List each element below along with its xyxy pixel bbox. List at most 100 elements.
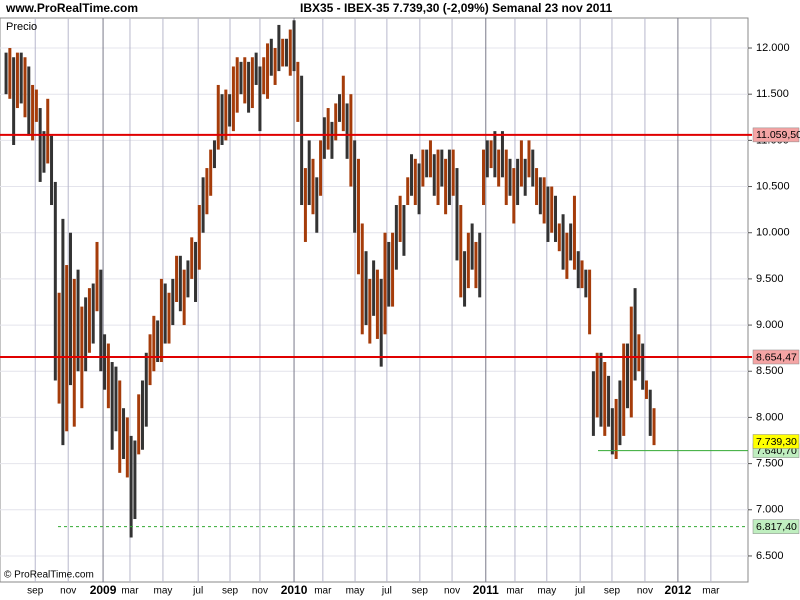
price-bar — [580, 260, 584, 289]
price-bar — [527, 140, 531, 178]
price-bar — [360, 223, 364, 335]
price-bar — [482, 149, 486, 206]
price-bar — [500, 131, 504, 178]
price-bar — [61, 218, 65, 446]
price-bar — [212, 140, 216, 169]
price-bar — [387, 241, 391, 307]
x-tick-label: may — [537, 586, 556, 597]
price-bar — [99, 269, 103, 372]
price-bar — [296, 61, 300, 122]
price-bar — [406, 177, 410, 206]
price-bar — [38, 108, 42, 182]
price-bar — [319, 140, 323, 196]
x-tick-label: jul — [381, 586, 392, 597]
price-bar — [27, 66, 31, 136]
price-bar — [470, 223, 474, 270]
price-bar — [281, 38, 285, 67]
x-tick-label: sep — [27, 586, 44, 597]
price-bar — [341, 75, 345, 132]
price-bar — [220, 94, 224, 145]
price-bar — [186, 260, 190, 298]
price-bar — [42, 131, 46, 173]
price-bar — [618, 380, 622, 446]
price-bar — [91, 283, 95, 344]
price-bar — [72, 278, 76, 427]
price-bar — [250, 57, 254, 109]
price-bar — [247, 61, 251, 113]
price-bar — [595, 352, 599, 418]
price-bar — [68, 232, 72, 386]
price-bar — [459, 205, 463, 298]
price-bar — [440, 149, 444, 187]
price-bar — [125, 417, 129, 478]
price-bar — [76, 269, 80, 372]
price-bar — [603, 362, 607, 436]
price-bar — [447, 149, 451, 206]
price-bar — [550, 186, 554, 233]
price-bar — [356, 158, 360, 275]
y-tick-label: 9.500 — [756, 273, 784, 285]
price-bar — [167, 292, 171, 344]
price-bar — [565, 232, 569, 279]
price-bar — [4, 52, 8, 95]
price-bar — [254, 52, 258, 85]
price-bar — [137, 394, 141, 455]
price-bar — [512, 168, 516, 224]
price-bar — [425, 149, 429, 178]
price-bar — [599, 352, 603, 427]
price-bar — [178, 255, 182, 312]
price-bar — [148, 334, 152, 386]
price-bar — [535, 168, 539, 206]
price-badge-label: 8.654,47 — [756, 351, 797, 363]
y-label: Precio — [6, 21, 37, 33]
price-bar — [391, 232, 395, 307]
price-bar — [201, 177, 205, 233]
price-bar — [368, 278, 372, 344]
price-badge — [752, 519, 800, 534]
price-bar — [84, 297, 88, 372]
price-bar — [410, 154, 414, 196]
price-bar — [572, 195, 576, 270]
x-tick-label: 2012 — [665, 583, 692, 597]
price-bar — [224, 89, 228, 141]
price-bar — [648, 389, 652, 436]
price-bar — [31, 84, 35, 141]
y-tick-label: 10.000 — [756, 227, 790, 239]
price-bar — [239, 61, 243, 95]
price-bar — [652, 408, 656, 446]
price-bar — [557, 223, 561, 252]
price-bar — [497, 149, 501, 187]
price-bar — [353, 140, 357, 233]
price-bar — [444, 158, 448, 215]
price-bar — [209, 149, 213, 196]
x-tick-label: nov — [637, 586, 653, 597]
y-tick-label: 9.000 — [756, 319, 784, 331]
price-badge-label: 6.817,40 — [756, 521, 797, 533]
y-tick-label: 10.500 — [756, 180, 790, 192]
price-bar — [216, 84, 220, 150]
price-bar — [87, 288, 91, 353]
x-tick-label: nov — [252, 586, 268, 597]
price-bar — [262, 57, 266, 95]
x-tick-label: nov — [444, 586, 460, 597]
price-bar — [641, 343, 645, 390]
price-bar — [417, 163, 421, 215]
price-bar — [413, 158, 417, 206]
price-bar — [34, 89, 38, 122]
price-bar — [8, 48, 12, 99]
price-bar — [103, 334, 107, 390]
x-tick-label: may — [346, 586, 365, 597]
price-bar — [531, 149, 535, 187]
price-bar — [194, 241, 198, 302]
x-tick-label: mar — [506, 586, 524, 597]
x-tick-label: jul — [574, 586, 585, 597]
price-bar — [421, 149, 425, 187]
price-bar — [19, 52, 23, 104]
x-tick-label: mar — [121, 586, 139, 597]
price-bar — [334, 103, 338, 141]
price-bar — [197, 205, 201, 270]
price-bar — [273, 48, 277, 85]
price-badge — [752, 349, 800, 365]
price-badge — [752, 434, 800, 449]
